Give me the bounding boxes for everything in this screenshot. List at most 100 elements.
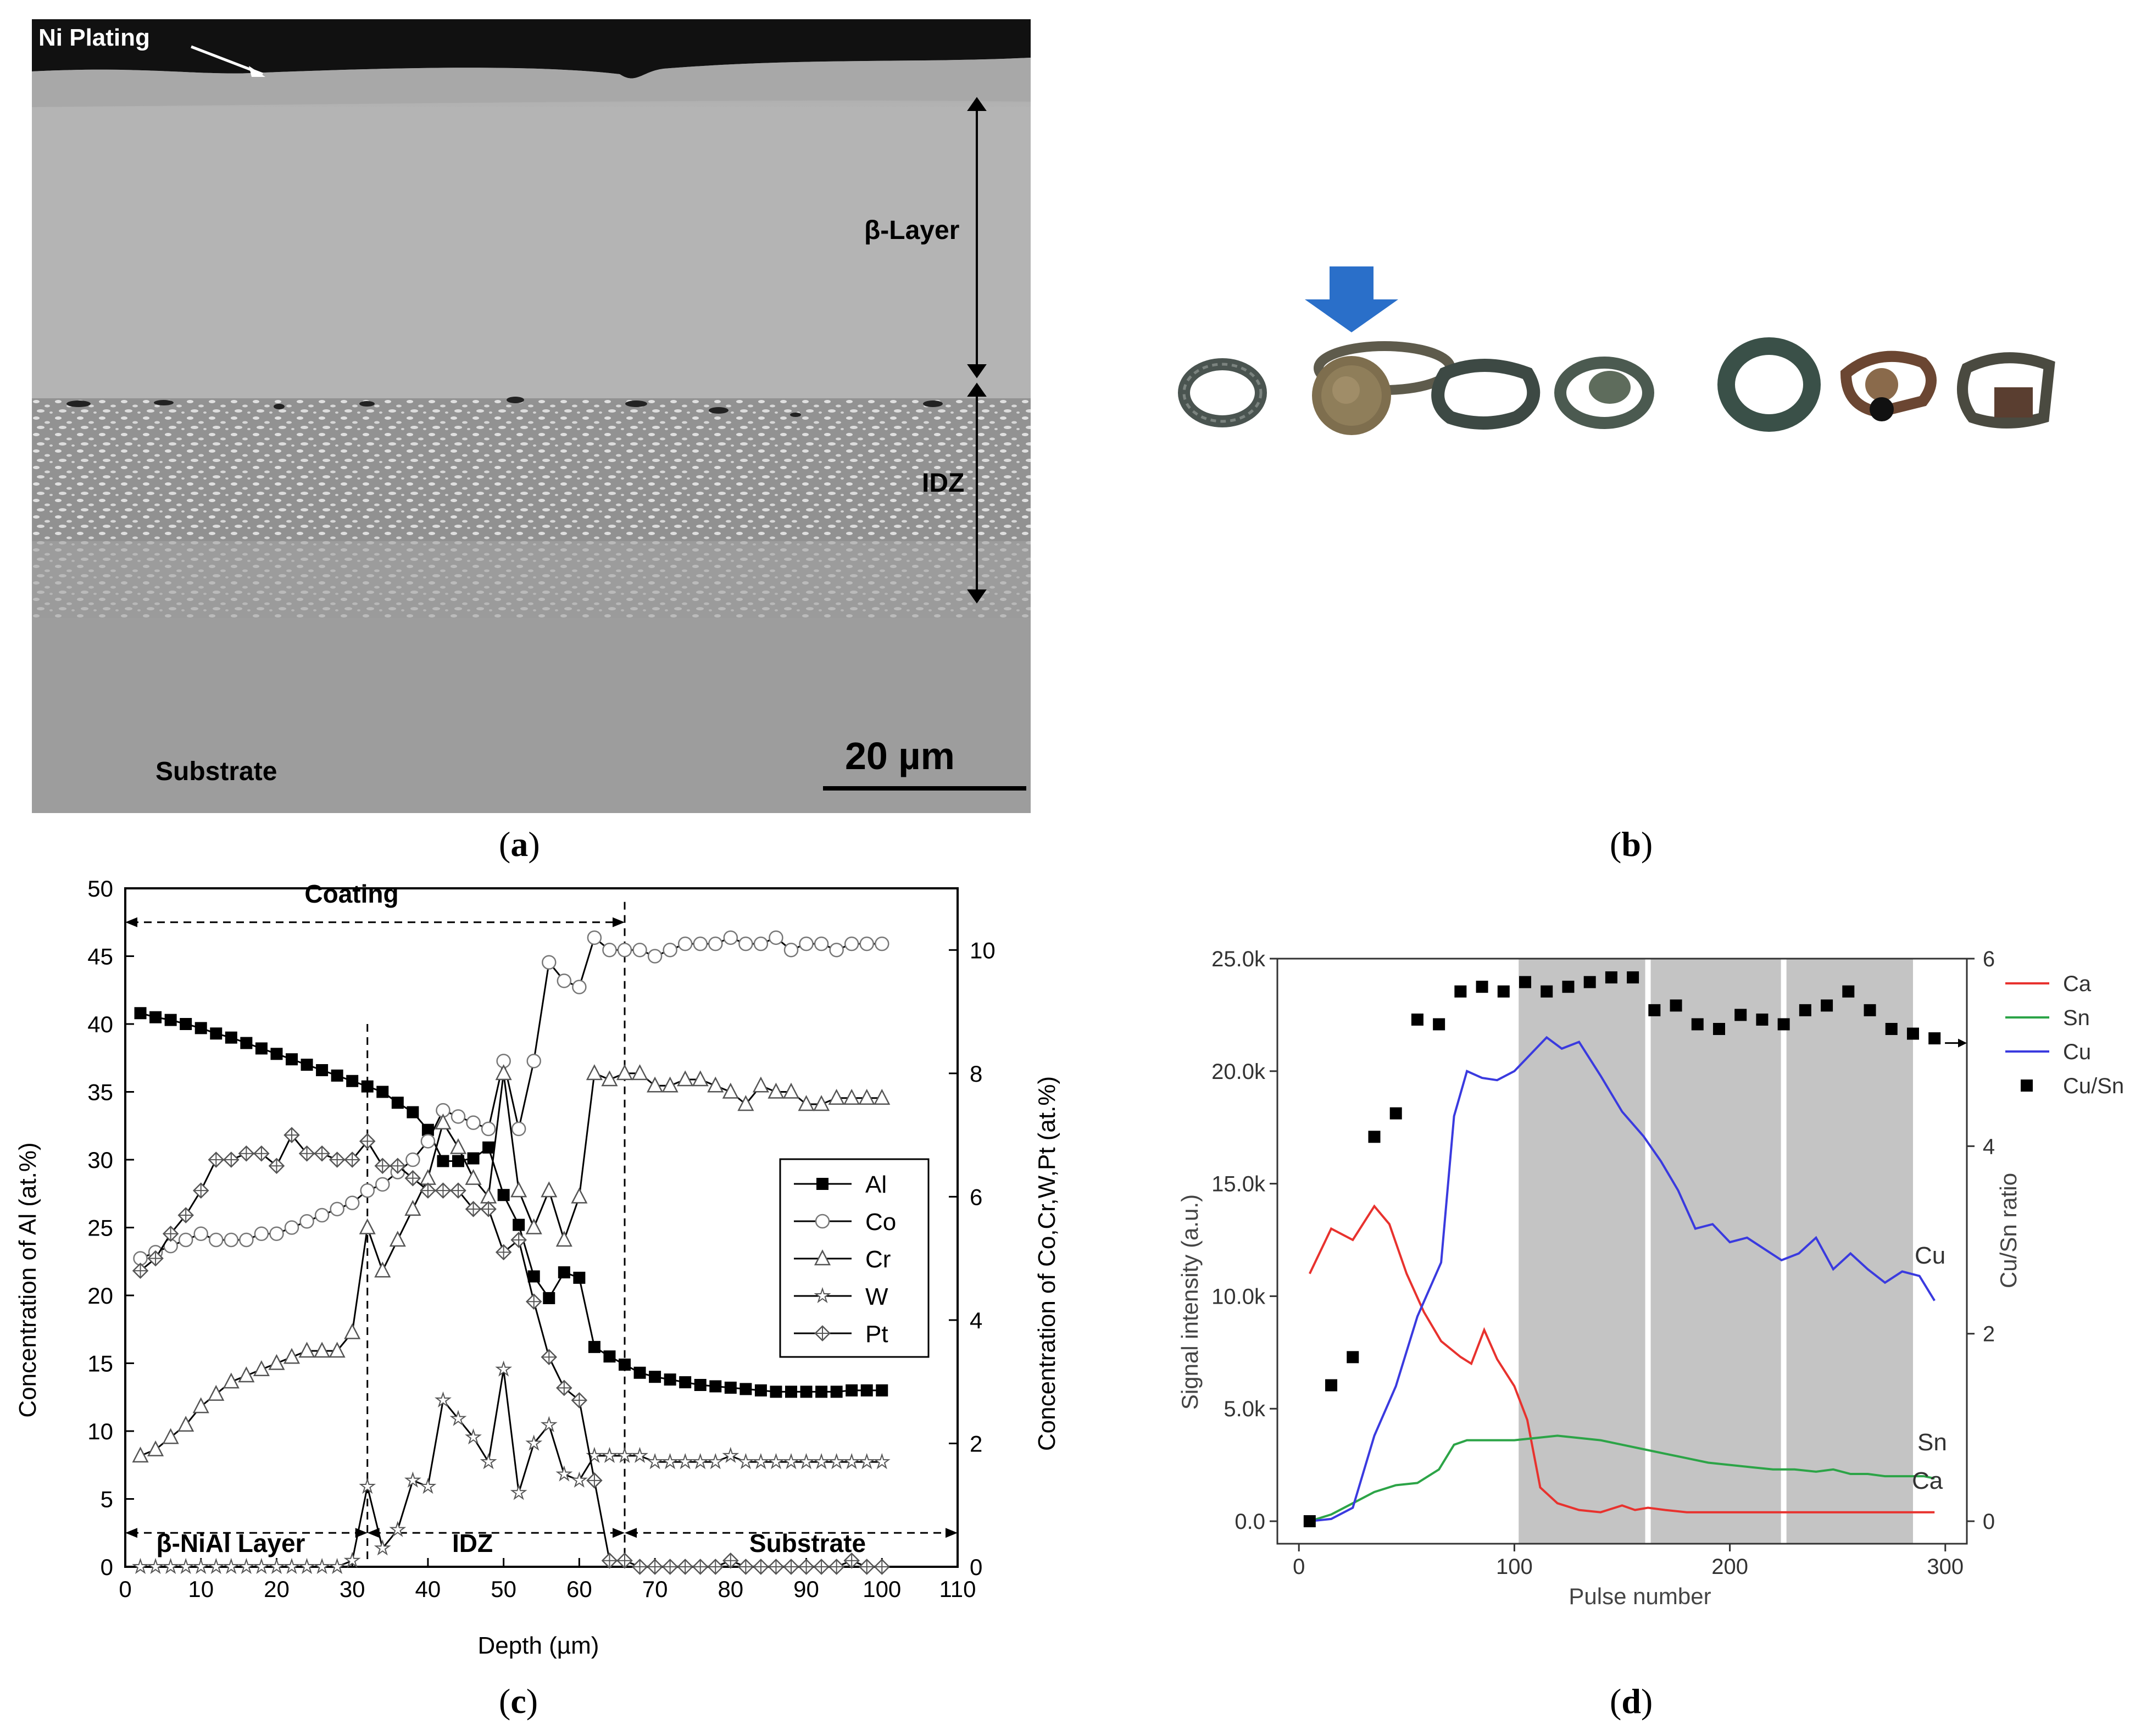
data-point-cr (329, 1342, 346, 1358)
data-point-co (587, 930, 602, 945)
cu-curve-label: Cu (1915, 1242, 1945, 1269)
down-arrow-icon (1305, 266, 1398, 332)
series-line-al (140, 1012, 882, 1393)
data-point-w (177, 1557, 194, 1574)
data-point-cr (177, 1416, 194, 1432)
data-point-w (768, 1453, 785, 1470)
data-point-cr (707, 1076, 724, 1093)
data-point-cr (162, 1428, 179, 1444)
data-point-cr (192, 1397, 209, 1414)
data-point-w (752, 1453, 770, 1470)
data-point-co (284, 1220, 299, 1235)
data-point-al (739, 1383, 752, 1395)
chart-c-ytick-label: 15 (87, 1351, 113, 1377)
data-point-co (875, 936, 889, 952)
data-point-co (783, 943, 799, 958)
ring-5 (1717, 337, 1821, 432)
ring-1 (1178, 358, 1267, 427)
data-point-w (782, 1453, 800, 1470)
coating-arrow-head (613, 917, 625, 927)
data-point-co (677, 936, 693, 952)
data-point-al (633, 1366, 646, 1379)
data-point-co (178, 1232, 193, 1248)
shaded-region (1519, 959, 1913, 1544)
data-point-pt (374, 1158, 391, 1174)
data-point-pt (298, 1145, 315, 1162)
data-point-co (572, 980, 587, 994)
data-point-cu-sn (1821, 999, 1833, 1012)
data-point-w (843, 1453, 860, 1470)
data-point-pt (798, 1559, 815, 1575)
data-point-cr (389, 1231, 406, 1247)
chart-c-y2tick-label: 8 (970, 1061, 982, 1087)
chart-d-y2tick-label: 2 (1983, 1322, 1995, 1346)
series-line-ca (1308, 1204, 1935, 1514)
data-point-w (237, 1557, 255, 1574)
data-point-cr (843, 1089, 860, 1105)
data-point-w (147, 1557, 164, 1574)
data-point-co (738, 936, 753, 952)
data-point-cu-sn (1541, 985, 1553, 998)
chart-d-y2label: Cu/Sn ratio (1995, 1173, 2021, 1288)
chart-c-xtick-label: 70 (642, 1576, 668, 1602)
data-point-pt (390, 1158, 406, 1174)
data-point-pt (359, 1133, 376, 1150)
data-point-cr (298, 1342, 315, 1358)
series-pt (132, 1127, 891, 1575)
data-point-cu-sn (1864, 1004, 1876, 1016)
data-point-pt (404, 1170, 421, 1187)
ratio-axis-arrow-head (1958, 1038, 1967, 1048)
data-point-cu-sn (1325, 1379, 1338, 1392)
beta-layer-label: β-Layer (864, 216, 959, 245)
data-point-co (663, 943, 677, 958)
data-point-al (301, 1059, 313, 1071)
data-point-cr (752, 1076, 769, 1093)
data-point-cr (359, 1218, 376, 1234)
series-cu (1309, 1036, 1936, 1522)
data-point-co (239, 1232, 254, 1248)
data-point-pt (556, 1379, 572, 1396)
data-point-al (527, 1270, 540, 1283)
legend-label-cu-sn: Cu/Sn (2063, 1074, 2124, 1098)
chart-c-ytick-label: 25 (87, 1215, 113, 1241)
data-point-co (375, 1177, 390, 1192)
idz-label: IDZ (922, 469, 964, 498)
data-point-al (785, 1386, 797, 1398)
data-point-pt (495, 1244, 512, 1261)
data-point-cr (132, 1446, 149, 1463)
data-point-w (404, 1471, 421, 1488)
data-point-cr (692, 1070, 709, 1087)
data-point-cr (449, 1138, 467, 1154)
data-point-co (481, 1121, 496, 1137)
chart-c-y2label: Concentration of Co,Cr,W,Pt (at.%) (1033, 1076, 1060, 1451)
data-point-w (480, 1453, 497, 1470)
data-point-cr (223, 1372, 240, 1389)
chart-c-xtick-label: 10 (188, 1576, 214, 1602)
data-point-cu-sn (1712, 1023, 1725, 1036)
data-point-pt (525, 1293, 542, 1310)
series-sn (1309, 1434, 1935, 1522)
data-point-cu-sn (1562, 981, 1575, 993)
data-point-cu-sn (1497, 985, 1510, 998)
data-point-pt (192, 1182, 209, 1199)
chart-c-ytick-label: 45 (87, 944, 113, 970)
data-point-co (617, 943, 632, 958)
data-point-cu-sn (1627, 971, 1639, 984)
data-point-cu-sn (1476, 981, 1488, 993)
data-point-cu-sn (1885, 1023, 1898, 1036)
data-point-pt (737, 1559, 754, 1575)
chart-c-xtick-label: 80 (718, 1576, 743, 1602)
chart-d-ytick-label: 25.0k (1211, 947, 1266, 971)
data-point-cr (510, 1181, 527, 1198)
data-point-cu-sn (1303, 1515, 1316, 1528)
data-point-w (419, 1477, 437, 1494)
data-point-co (193, 1226, 208, 1241)
chart-c-ytick-label: 10 (87, 1418, 113, 1444)
data-point-co (693, 936, 708, 952)
data-point-co (360, 1183, 375, 1198)
data-point-w (540, 1416, 558, 1432)
series-w (132, 1360, 891, 1574)
data-point-w (343, 1551, 361, 1568)
data-point-pt (647, 1559, 663, 1575)
data-point-al (194, 1022, 207, 1034)
